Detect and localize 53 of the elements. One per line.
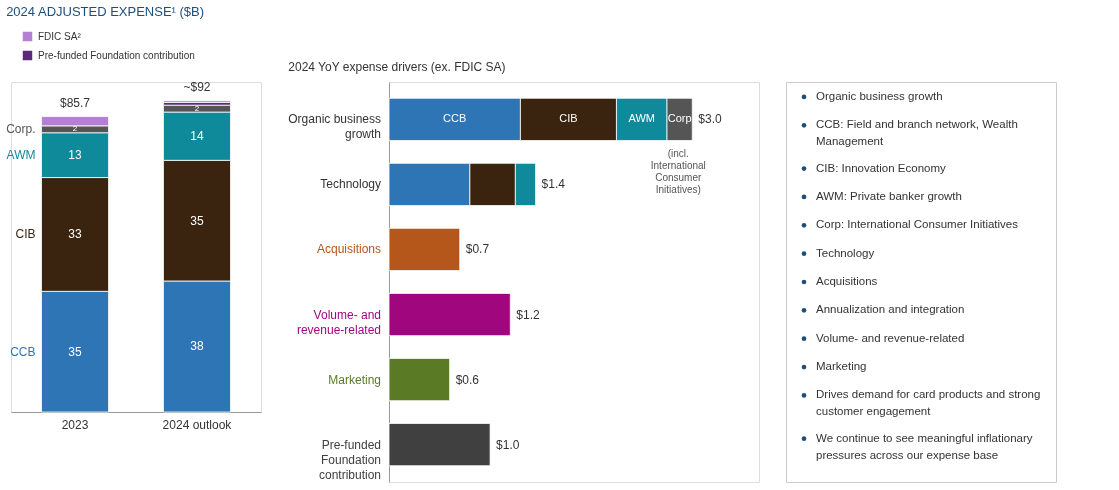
- bar: [388, 292, 511, 337]
- data-label: $1.0: [496, 437, 520, 452]
- total-label: $85.7: [60, 95, 91, 110]
- text: Acquisitions: [816, 275, 878, 287]
- chart-title: 2024 ADJUSTED EXPENSE¹ ($B): [6, 3, 205, 19]
- data-label: 35: [68, 344, 83, 359]
- y-tick-label: Acquisitions: [316, 242, 381, 257]
- text: Technology: [816, 246, 875, 259]
- text: Marketing: [816, 360, 867, 373]
- series-label: Corp.: [6, 122, 36, 137]
- data-label: $0.6: [455, 372, 480, 387]
- series-label: AWM: [6, 148, 36, 163]
- data-label: 33: [68, 227, 83, 242]
- text: CIB: Innovation Economy: [816, 161, 947, 174]
- text: AWM: Private banker growth: [816, 189, 962, 202]
- x-tick-label: 2024 outlook: [162, 418, 233, 432]
- text: Volume- and revenue-related: [816, 331, 965, 344]
- data-label: 2: [72, 124, 78, 134]
- legend-label: Pre-funded Foundation contribution: [38, 49, 195, 61]
- series-label: CIB: [559, 112, 578, 125]
- y-tick-label: Pre-funded Foundation contribution: [318, 437, 381, 482]
- text: CCB: Field and branch network, Wealth Management: [816, 118, 1018, 148]
- series-label: CCB: [10, 344, 36, 359]
- bar: [388, 227, 461, 272]
- data-label: $1.2: [516, 307, 540, 322]
- y-tick-label: Marketing: [328, 372, 381, 387]
- series-label: Corp: [667, 112, 692, 125]
- data-label: 14: [190, 129, 204, 144]
- y-tick-label: Volume- and revenue-related: [296, 307, 381, 337]
- data-label: 2: [194, 103, 200, 113]
- y-tick-label: Technology: [320, 177, 381, 192]
- data-label: 38: [190, 339, 204, 354]
- series-label: AWM: [628, 112, 655, 125]
- bar: [388, 358, 451, 402]
- data-label: $0.7: [465, 242, 490, 257]
- text: We continue to see meaningful inflationary pressures across our expense base: [816, 431, 1033, 461]
- text: Corp: International Consumer Initiatives: [816, 218, 1019, 231]
- total-label: ~$92: [183, 79, 211, 94]
- bar: [388, 423, 491, 467]
- series-label: CCB: [443, 112, 467, 125]
- text: Drives demand for card products and strong customer engagement: [816, 388, 1041, 418]
- y-tick-label: Organic business growth: [288, 112, 381, 142]
- data-label: 35: [190, 213, 204, 228]
- series-label: CIB: [15, 227, 36, 242]
- legend-label: FDIC SA²: [38, 30, 82, 42]
- text: Annualization and integration: [816, 303, 965, 316]
- total-label: $1.4: [541, 177, 566, 192]
- annotation: (incl. International Consumer Initiatives): [650, 148, 706, 196]
- x-tick-label: 2023: [61, 418, 89, 432]
- text: Organic business growth: [816, 89, 943, 102]
- total-label: $3.0: [698, 112, 722, 127]
- data-label: 13: [68, 148, 83, 163]
- chart-title: 2024 YoY expense drivers (ex. FDIC SA): [288, 60, 506, 74]
